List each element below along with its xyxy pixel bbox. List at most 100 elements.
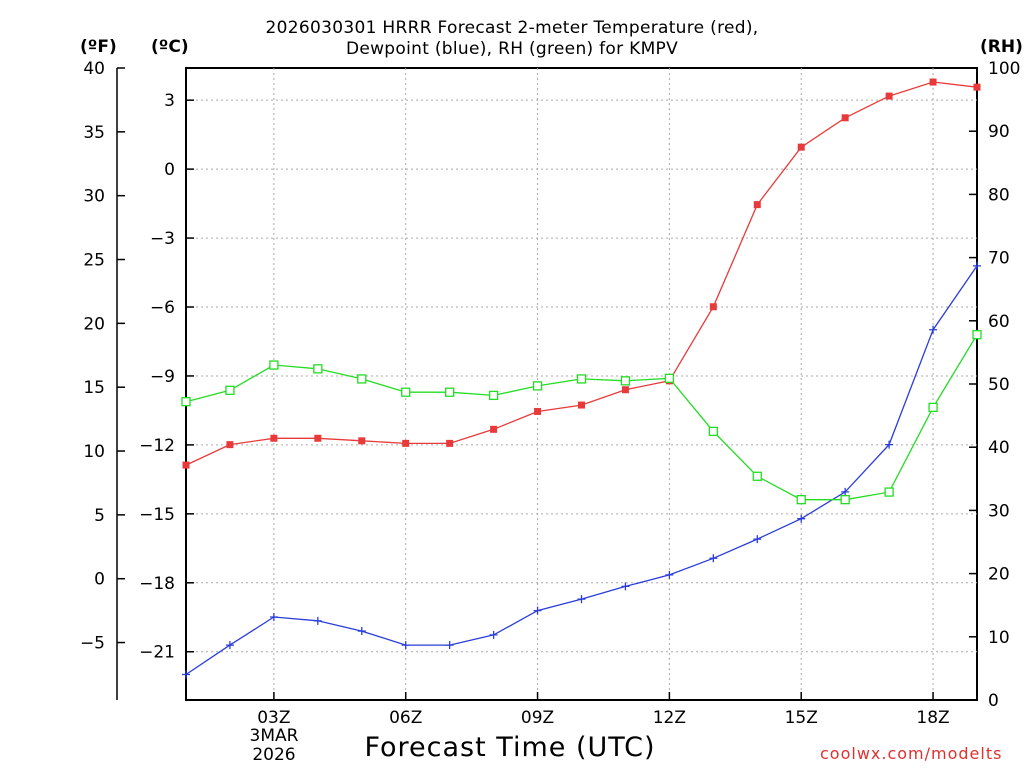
temperature-point	[929, 78, 937, 86]
x-tick-label: 15Z	[785, 708, 818, 728]
dewpoint-point	[225, 641, 234, 650]
dewpoint-point	[841, 487, 850, 496]
temperature-point	[841, 114, 849, 122]
rh-point	[269, 360, 279, 370]
rh-tick-label: 40	[988, 438, 1010, 458]
dewpoint-point	[269, 613, 278, 622]
fahrenheit-tick-label: 35	[83, 123, 105, 143]
celsius-tick-label: −18	[139, 574, 175, 594]
rh-point	[620, 376, 631, 386]
rh-point	[181, 397, 191, 407]
source-credit: coolwx.com/modelts	[820, 744, 1003, 763]
rh-point	[752, 471, 762, 481]
dewpoint-point	[182, 670, 190, 679]
fahrenheit-tick-label: 25	[83, 251, 105, 271]
celsius-tick-label: −6	[150, 298, 175, 318]
celsius-axis-unit: (ºC)	[151, 37, 189, 57]
temperature-point	[578, 401, 585, 409]
x-tick-label: 06Z	[389, 708, 422, 728]
rh-point	[532, 381, 543, 391]
rh-point	[445, 387, 455, 397]
dewpoint-point	[577, 595, 586, 604]
rh-point	[972, 330, 982, 340]
rh-point	[576, 374, 587, 384]
temperature-point	[797, 143, 805, 151]
fahrenheit-tick-label: 5	[94, 506, 105, 526]
rh-tick-label: 90	[988, 122, 1010, 142]
celsius-tick-label: −3	[150, 229, 175, 249]
fahrenheit-tick-label: 10	[83, 442, 105, 462]
temperature-point	[446, 439, 454, 447]
rh-point	[928, 402, 938, 413]
x-tick-label: 09Z	[521, 708, 554, 728]
dewpoint-point	[489, 630, 498, 639]
dewpoint-point	[973, 261, 981, 270]
dewpoint-point	[797, 514, 806, 523]
temperature-point	[182, 461, 190, 469]
rh-tick-label: 0	[988, 691, 999, 711]
rh-tick-label: 70	[988, 249, 1010, 269]
celsius-tick-label: −9	[150, 367, 175, 387]
dewpoint-point	[709, 554, 718, 563]
chart-title-line1: 2026030301 HRRR Forecast 2-meter Tempera…	[265, 18, 759, 38]
rh-tick-label: 50	[988, 375, 1010, 395]
rh-point	[796, 495, 806, 505]
rh-point	[840, 495, 850, 505]
celsius-tick-label: −12	[139, 436, 175, 456]
rh-tick-label: 60	[988, 312, 1010, 332]
rh-point	[884, 487, 894, 497]
temperature-point	[753, 201, 761, 209]
celsius-tick-label: −15	[139, 505, 175, 525]
date-label-day: 3MAR	[249, 726, 299, 746]
dewpoint-point	[621, 582, 630, 591]
dewpoint-line	[185, 265, 978, 676]
temperature-point	[226, 441, 234, 449]
rh-point	[488, 390, 499, 401]
chart-title-line2: Dewpoint (blue), RH (green) for KMPV	[345, 39, 679, 59]
fahrenheit-tick-label: 40	[83, 59, 105, 79]
dewpoint-point	[313, 616, 322, 625]
rh-tick-label: 20	[988, 565, 1010, 585]
x-tick-label: 03Z	[257, 708, 290, 728]
celsius-tick-label: 0	[164, 160, 175, 180]
date-label-year: 2026	[252, 745, 296, 765]
fahrenheit-tick-label: 30	[83, 187, 105, 207]
rh-tick-label: 30	[988, 501, 1010, 521]
temperature-point	[534, 407, 542, 415]
x-axis-title: Forecast Time (UTC)	[364, 732, 656, 763]
plot-frame	[185, 67, 978, 701]
rh-tick-label: 80	[988, 185, 1010, 205]
dewpoint-point	[401, 641, 410, 650]
fahrenheit-tick-label: −5	[80, 634, 105, 654]
temperature-point	[270, 434, 278, 442]
dewpoint-point	[533, 606, 542, 615]
temperature-point	[885, 92, 893, 100]
temperature-point	[358, 437, 366, 445]
temperature-point	[621, 386, 629, 394]
temperature-point	[709, 303, 717, 311]
x-tick-label: 18Z	[916, 708, 949, 728]
rh-line	[185, 334, 978, 501]
rh-point	[708, 426, 718, 437]
dewpoint-point	[885, 440, 894, 449]
x-tick-label: 12Z	[653, 708, 686, 728]
fahrenheit-tick-label: 20	[83, 314, 105, 334]
rh-point	[225, 385, 235, 395]
fahrenheit-tick-label: 15	[83, 378, 105, 398]
dewpoint-point	[665, 570, 674, 579]
celsius-tick-label: 3	[164, 91, 175, 111]
temperature-point	[973, 83, 981, 91]
rh-point	[664, 373, 675, 383]
dewpoint-point	[357, 627, 366, 636]
rh-point	[357, 374, 367, 384]
rh-axis-unit: (RH)	[980, 37, 1023, 57]
rh-point	[401, 387, 411, 397]
dewpoint-point	[753, 535, 762, 544]
temperature-point	[490, 425, 498, 433]
celsius-tick-label: −21	[139, 643, 175, 663]
rh-tick-label: 10	[988, 628, 1010, 648]
dewpoint-point	[445, 641, 454, 650]
rh-point	[313, 364, 323, 374]
fahrenheit-tick-label: 0	[94, 570, 105, 590]
